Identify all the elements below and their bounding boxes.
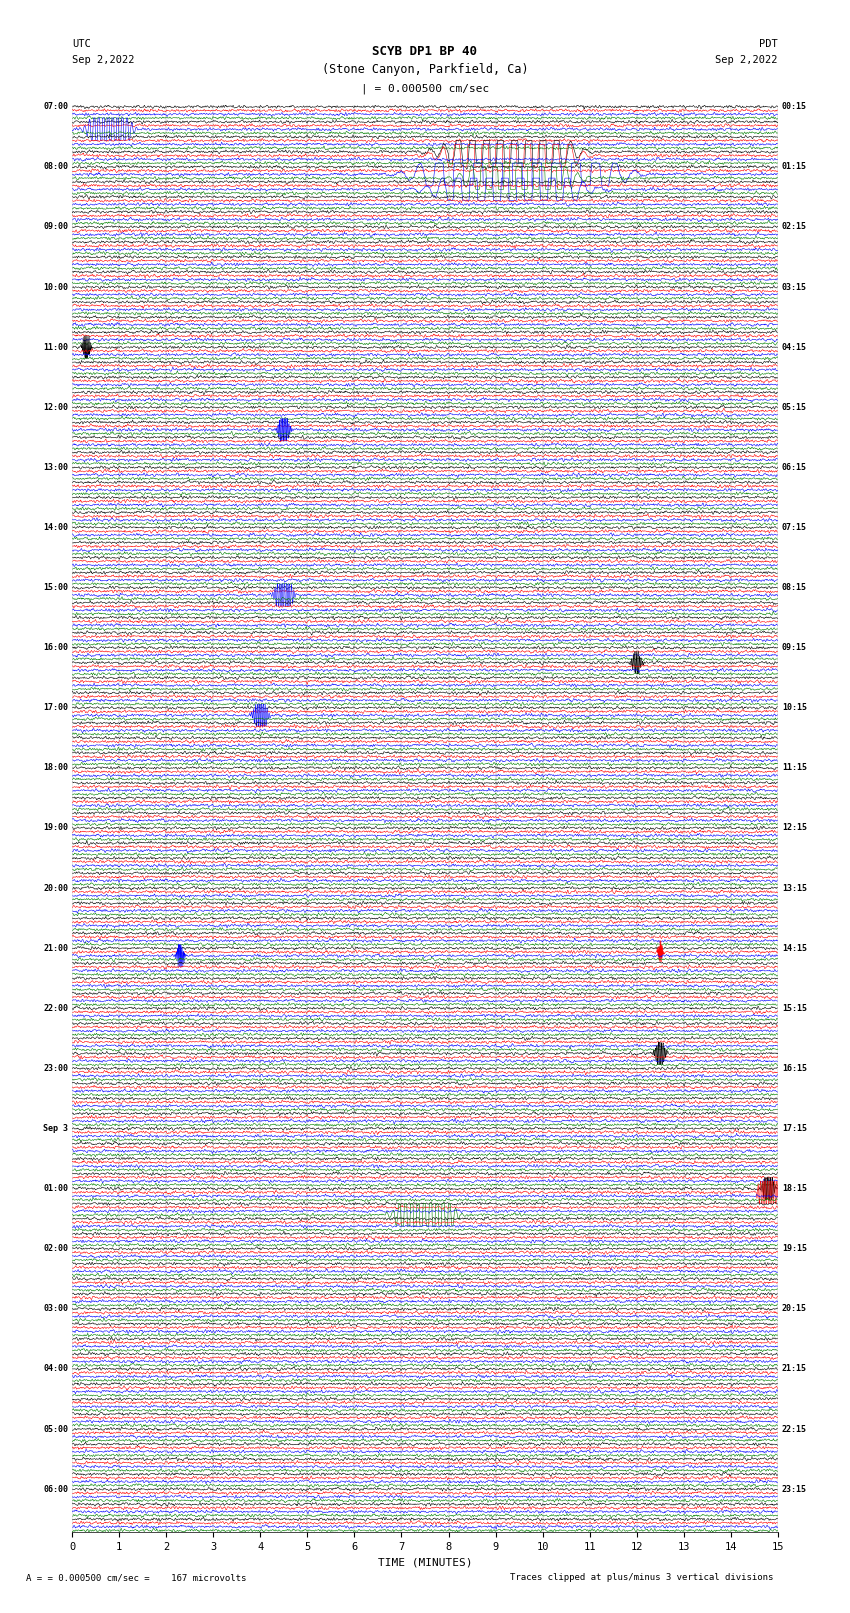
- Text: PDT: PDT: [759, 39, 778, 48]
- Text: 21:00: 21:00: [43, 944, 68, 953]
- Text: 19:15: 19:15: [782, 1244, 807, 1253]
- Text: 02:00: 02:00: [43, 1244, 68, 1253]
- Text: SCYB DP1 BP 40: SCYB DP1 BP 40: [372, 45, 478, 58]
- Text: 01:00: 01:00: [43, 1184, 68, 1194]
- Text: 10:00: 10:00: [43, 282, 68, 292]
- Text: 13:00: 13:00: [43, 463, 68, 473]
- Text: 03:15: 03:15: [782, 282, 807, 292]
- Text: 11:00: 11:00: [43, 342, 68, 352]
- Text: Sep 2,2022: Sep 2,2022: [715, 55, 778, 65]
- Text: 16:15: 16:15: [782, 1065, 807, 1073]
- Text: 06:15: 06:15: [782, 463, 807, 473]
- Text: 22:15: 22:15: [782, 1424, 807, 1434]
- Text: 12:15: 12:15: [782, 824, 807, 832]
- X-axis label: TIME (MINUTES): TIME (MINUTES): [377, 1558, 473, 1568]
- Text: 18:15: 18:15: [782, 1184, 807, 1194]
- Text: 01:15: 01:15: [782, 163, 807, 171]
- Text: 14:15: 14:15: [782, 944, 807, 953]
- Text: 22:00: 22:00: [43, 1003, 68, 1013]
- Text: 19:00: 19:00: [43, 824, 68, 832]
- Text: 15:15: 15:15: [782, 1003, 807, 1013]
- Text: 07:00: 07:00: [43, 102, 68, 111]
- Text: 09:00: 09:00: [43, 223, 68, 231]
- Text: 17:15: 17:15: [782, 1124, 807, 1132]
- Text: UTC: UTC: [72, 39, 91, 48]
- Text: (Stone Canyon, Parkfield, Ca): (Stone Canyon, Parkfield, Ca): [321, 63, 529, 76]
- Text: 05:15: 05:15: [782, 403, 807, 411]
- Text: 18:00: 18:00: [43, 763, 68, 773]
- Text: 21:15: 21:15: [782, 1365, 807, 1373]
- Text: Sep 2,2022: Sep 2,2022: [72, 55, 135, 65]
- Text: A = = 0.000500 cm/sec =    167 microvolts: A = = 0.000500 cm/sec = 167 microvolts: [26, 1573, 246, 1582]
- Text: 11:15: 11:15: [782, 763, 807, 773]
- Text: 02:15: 02:15: [782, 223, 807, 231]
- Text: 14:00: 14:00: [43, 523, 68, 532]
- Text: 05:00: 05:00: [43, 1424, 68, 1434]
- Text: 10:15: 10:15: [782, 703, 807, 713]
- Text: 04:15: 04:15: [782, 342, 807, 352]
- Text: 08:15: 08:15: [782, 582, 807, 592]
- Text: 20:15: 20:15: [782, 1305, 807, 1313]
- Text: | = 0.000500 cm/sec: | = 0.000500 cm/sec: [361, 84, 489, 94]
- Text: 20:00: 20:00: [43, 884, 68, 892]
- Text: 13:15: 13:15: [782, 884, 807, 892]
- Text: 06:00: 06:00: [43, 1484, 68, 1494]
- Text: Sep 3: Sep 3: [43, 1124, 68, 1132]
- Text: 09:15: 09:15: [782, 644, 807, 652]
- Text: 07:15: 07:15: [782, 523, 807, 532]
- Text: 04:00: 04:00: [43, 1365, 68, 1373]
- Text: 00:15: 00:15: [782, 102, 807, 111]
- Text: 12:00: 12:00: [43, 403, 68, 411]
- Text: 17:00: 17:00: [43, 703, 68, 713]
- Text: 15:00: 15:00: [43, 582, 68, 592]
- Text: Traces clipped at plus/minus 3 vertical divisions: Traces clipped at plus/minus 3 vertical …: [510, 1573, 774, 1582]
- Text: 23:00: 23:00: [43, 1065, 68, 1073]
- Text: 03:00: 03:00: [43, 1305, 68, 1313]
- Text: 08:00: 08:00: [43, 163, 68, 171]
- Text: 23:15: 23:15: [782, 1484, 807, 1494]
- Text: 16:00: 16:00: [43, 644, 68, 652]
